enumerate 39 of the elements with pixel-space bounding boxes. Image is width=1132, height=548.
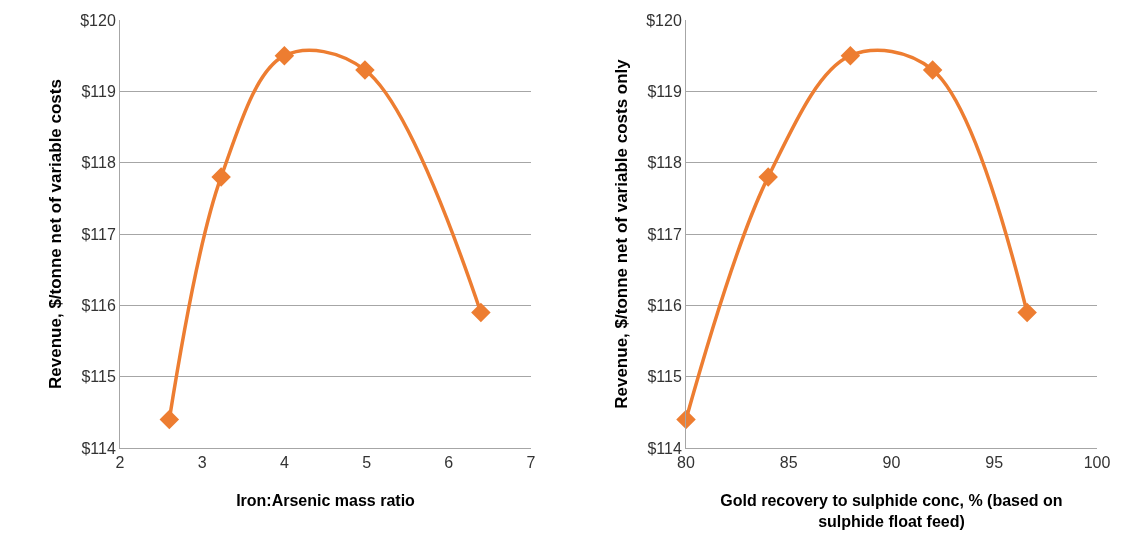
x-tick-label: 6 <box>444 454 454 472</box>
x-tick-label: 80 <box>677 454 695 472</box>
x-tick-label: 2 <box>115 454 125 472</box>
y-tick-label: $116 <box>647 296 682 314</box>
y-tick-label: $118 <box>81 154 116 172</box>
x-tick-label: 4 <box>279 454 289 472</box>
x-axis-title: Iron:Arsenic mass ratio <box>236 492 416 509</box>
x-tick-label: 5 <box>362 454 372 472</box>
y-tick-label: $115 <box>81 368 116 386</box>
x-tick-label: 85 <box>779 454 798 472</box>
y-axis-title: Revenue, $/tonne net of variable costs only <box>611 58 631 409</box>
y-tick-label: $117 <box>647 225 682 243</box>
x-axis-title: Gold recovery to sulphide conc, % (based on sulphide float feed) <box>720 492 1063 530</box>
x-tick-label: 100 <box>1083 454 1111 472</box>
y-tick-label: $116 <box>81 296 116 314</box>
y-tick-label: $118 <box>647 154 682 172</box>
y-tick-label: $114 <box>647 439 682 457</box>
point <box>1017 302 1037 323</box>
y-tick-label: $117 <box>81 225 116 243</box>
x-tick-label: 3 <box>197 454 207 472</box>
x-tick-label: 7 <box>526 454 536 472</box>
point <box>355 60 375 80</box>
point <box>471 302 491 323</box>
point <box>922 60 943 80</box>
x-tick-label: 90 <box>882 454 901 472</box>
x-tick-label: 95 <box>985 454 1004 472</box>
y-axis-title: Revenue, $/tonne net of variable costs <box>45 79 65 389</box>
y-tick-label: $115 <box>647 368 682 386</box>
point <box>274 45 295 66</box>
y-tick-label: $119 <box>647 82 682 100</box>
y-tick-label: $120 <box>646 11 682 29</box>
y-tick-label: $119 <box>81 82 116 100</box>
point <box>676 409 696 430</box>
point <box>211 167 231 187</box>
y-tick-label: $120 <box>80 11 116 29</box>
point <box>758 167 778 187</box>
point <box>159 409 180 430</box>
y-tick-label: $114 <box>81 439 116 457</box>
point <box>840 45 861 66</box>
